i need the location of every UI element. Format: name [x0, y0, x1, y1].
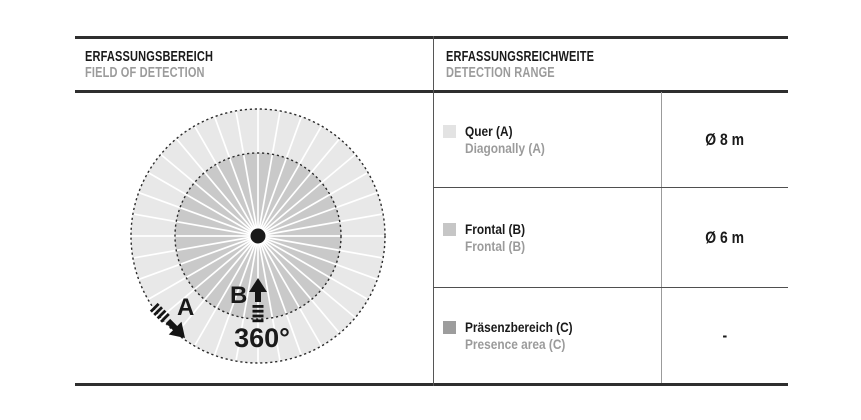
sector-beam-lines [131, 109, 385, 363]
row1-label: Quer (A) [465, 123, 513, 139]
table-row-presence-label: Präsenzbereich (C) Presence area (C) [434, 288, 661, 383]
row2-sublabel: Frontal (B) [465, 238, 526, 254]
row3-sublabel: Presence area (C) [465, 336, 566, 352]
table-row-presence-value: - [662, 288, 788, 383]
row1-value: Ø 8 m [705, 129, 745, 149]
right-panel-header: ERFASSUNGSREICHWEITE DETECTION RANGE [446, 49, 641, 81]
field-of-detection-diagram: A B 360° [130, 108, 386, 364]
top-rule [75, 36, 788, 39]
table-row-quer-label: Quer (A) Diagonally (A) [434, 92, 661, 187]
sensor-center-dot [250, 228, 266, 244]
table-row-frontal-label: Frontal (B) Frontal (B) [434, 188, 661, 287]
angle-360-label: 360° [234, 323, 290, 353]
panel-divider [433, 36, 435, 386]
row3-label: Präsenzbereich (C) [465, 319, 573, 335]
right-panel-title: ERFASSUNGSREICHWEITE [446, 49, 595, 65]
left-panel-subtitle: FIELD OF DETECTION [85, 65, 205, 81]
right-panel-subtitle: DETECTION RANGE [446, 65, 555, 81]
bottom-rule [75, 383, 788, 386]
table-row-frontal-value: Ø 6 m [662, 188, 788, 287]
inner-circle-dashed-border [174, 152, 342, 320]
left-panel-header: ERFASSUNGSBEREICH FIELD OF DETECTION [85, 49, 254, 81]
row-divider-2 [433, 287, 788, 289]
left-panel-title: ERFASSUNGSBEREICH [85, 49, 214, 65]
row2-value: Ø 6 m [705, 227, 745, 247]
header-underline-rule [75, 90, 788, 93]
diagram-label-b: B [230, 282, 247, 309]
diagram-label-a: A [177, 294, 194, 321]
table-row-quer-value: Ø 8 m [662, 92, 788, 187]
row1-sublabel: Diagonally (A) [465, 140, 545, 156]
row3-value: - [722, 325, 728, 345]
table-column-divider [661, 92, 662, 383]
swatch-frontal [443, 222, 456, 236]
swatch-presence [443, 320, 456, 334]
row-divider-1 [433, 187, 788, 189]
row2-label: Frontal (B) [465, 221, 526, 237]
outer-circle-dashed-border [130, 108, 386, 364]
swatch-quer [443, 124, 456, 138]
